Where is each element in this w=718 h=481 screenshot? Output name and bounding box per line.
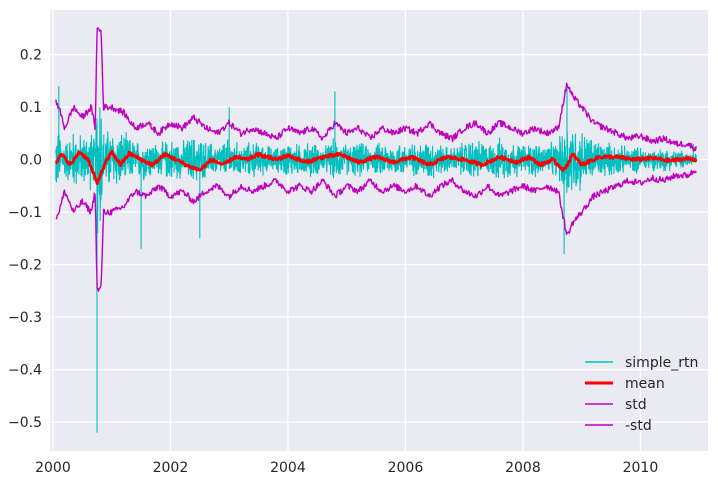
series-mean-line [54,149,698,186]
y-tick-label: −0.3 [8,310,42,326]
series-std-line [55,27,697,152]
y-tick-label: −0.1 [8,205,42,221]
x-tick-label: 2002 [153,460,189,476]
y-axis-ticks: 0.2 0.1 0.0 −0.1 −0.2 −0.3 −0.4 −0.5 [8,48,42,432]
grid-lines [50,10,708,451]
legend-label: std [625,397,647,413]
plot-background [50,10,708,451]
x-tick-label: 2006 [388,460,424,476]
legend-label: simple_rtn [625,355,698,371]
legend-label: -std [625,418,652,434]
y-tick-label: 0.2 [20,48,42,64]
x-tick-label: 2004 [270,460,306,476]
y-tick-label: 0.0 [20,153,42,169]
y-tick-label: −0.5 [8,415,42,431]
x-tick-label: 2000 [35,460,71,476]
legend-label: mean [625,376,665,392]
x-tick-label: 2010 [623,460,659,476]
x-axis-ticks: 2000 2002 2004 2006 2008 2010 [35,460,658,476]
y-tick-label: 0.1 [20,100,42,116]
series-neg-std-line [55,169,697,292]
x-tick-label: 2008 [505,460,541,476]
y-tick-label: −0.2 [8,258,42,274]
series-lines [54,27,698,433]
series-simple-rtn-line [55,86,697,433]
y-tick-label: −0.4 [8,363,42,379]
